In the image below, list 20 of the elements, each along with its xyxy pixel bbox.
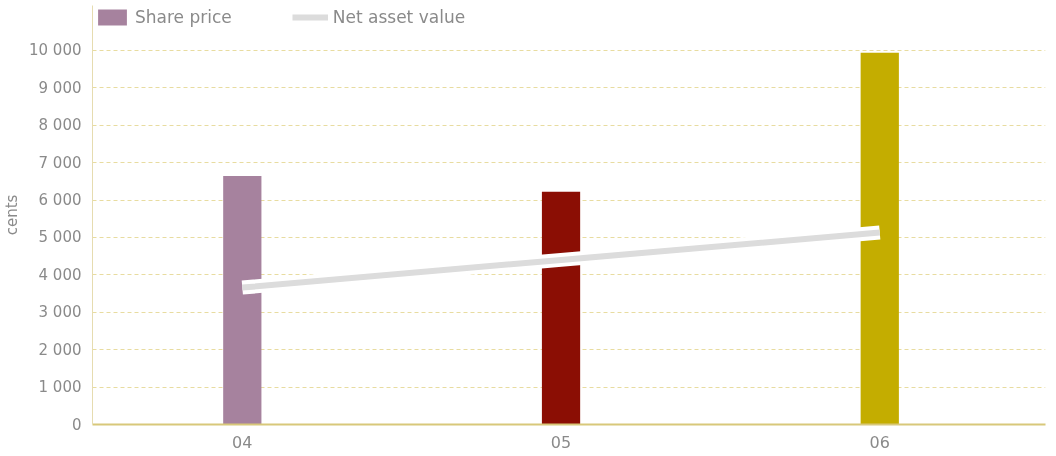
y-tick-label: 2 000 [38, 340, 82, 359]
y-tick-label: 4 000 [38, 265, 82, 284]
bar [541, 191, 581, 425]
bar [860, 52, 899, 425]
y-tick-label: 7 000 [38, 153, 82, 172]
y-tick-label: 9 000 [38, 78, 82, 97]
y-axis-title: cents [3, 194, 22, 236]
x-tick-label: 06 [869, 432, 890, 452]
legend-label: Share price [135, 7, 232, 27]
y-tick-label: 1 000 [38, 378, 82, 397]
y-tick-label: 6 000 [38, 191, 82, 210]
y-tick-label: 5 000 [38, 228, 82, 247]
y-tick-label: 3 000 [38, 303, 82, 322]
y-tick-label: 8 000 [38, 116, 82, 135]
x-tick-label: 05 [550, 432, 572, 452]
y-tick-label: 10 000 [29, 41, 82, 60]
x-tick-label: 04 [232, 432, 253, 452]
y-tick-label: 0 [71, 415, 82, 434]
legend-label: Net asset value [332, 7, 466, 27]
bar [223, 176, 262, 425]
